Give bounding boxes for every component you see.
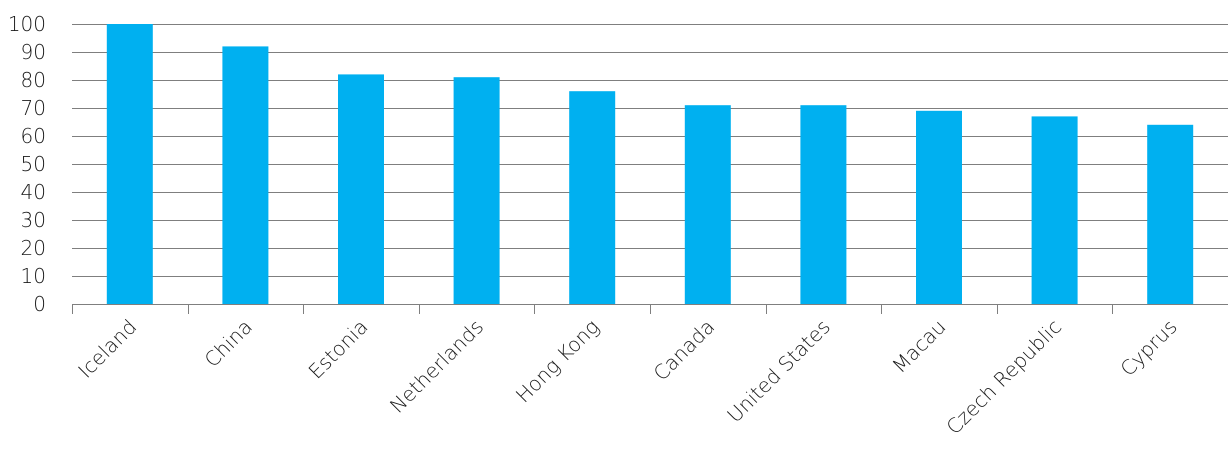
- bar: [800, 105, 847, 304]
- y-tick-label: 60: [21, 124, 46, 148]
- bar: [338, 74, 384, 305]
- bar: [684, 105, 731, 304]
- bars: [106, 24, 1194, 305]
- bar: [222, 46, 269, 305]
- y-tick-label: 80: [21, 68, 46, 92]
- y-tick-label: 30: [21, 208, 46, 232]
- x-tick-label: Estonia: [304, 315, 373, 384]
- bar: [106, 24, 153, 304]
- bar: [569, 91, 616, 304]
- x-tick-label: Iceland: [73, 315, 141, 383]
- x-axis-tick-labels: Iceland China Estonia Netherlands Hong Kong C…: [73, 315, 1182, 440]
- y-tick-label: 100: [8, 12, 46, 36]
- x-tick-label: Canada: [649, 315, 720, 386]
- x-tick-label: Macau: [887, 315, 950, 378]
- y-tick-label: 0: [33, 292, 46, 316]
- bar: [916, 110, 962, 304]
- y-axis-tick-labels: 0 10 20 30 40 50 60 70 80 90 100: [8, 12, 46, 316]
- x-tick-label: Cyprus: [1115, 315, 1181, 381]
- bar: [1147, 124, 1194, 304]
- x-tick-label: Netherlands: [385, 315, 488, 418]
- bar: [453, 77, 500, 304]
- x-axis: [72, 304, 1228, 314]
- y-tick-label: 50: [21, 152, 46, 176]
- y-tick-label: 40: [21, 180, 46, 204]
- y-tick-label: 10: [21, 264, 46, 288]
- x-tick-label: Czech Republic: [941, 315, 1066, 440]
- x-tick-label: United States: [722, 315, 835, 428]
- x-tick-label: China: [200, 315, 257, 372]
- y-tick-label: 20: [21, 236, 46, 260]
- y-tick-label: 70: [21, 96, 46, 120]
- bar: [1031, 116, 1078, 305]
- y-tick-label: 90: [21, 40, 46, 64]
- x-tick-label: Hong Kong: [511, 315, 604, 408]
